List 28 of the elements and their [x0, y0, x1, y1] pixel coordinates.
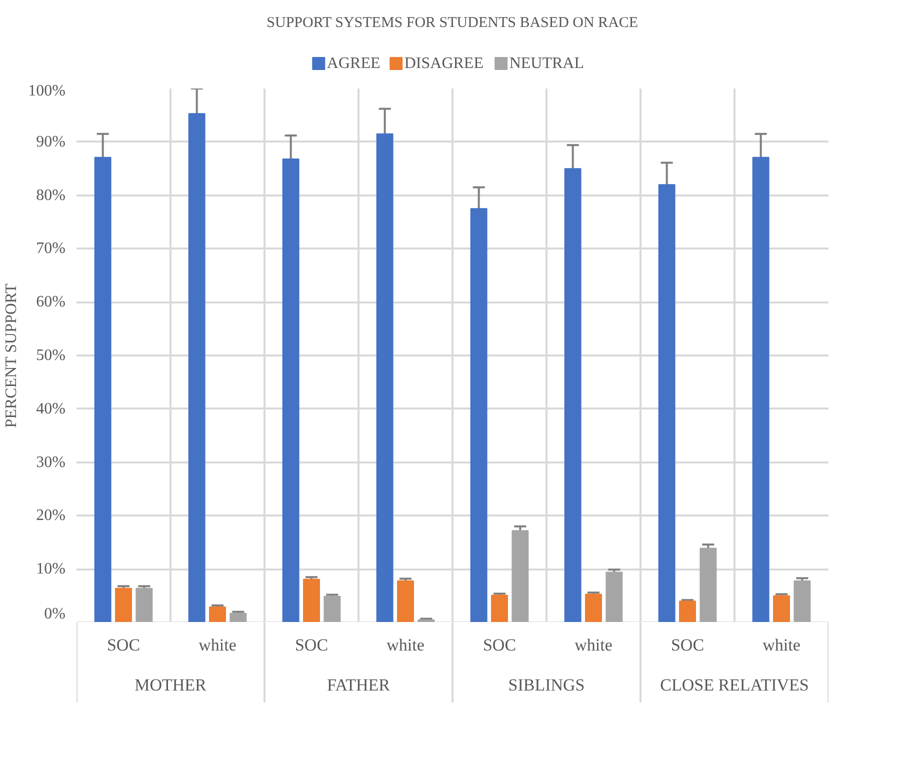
y-tick-label: 50%: [36, 347, 66, 364]
x-tick-label: SOC: [670, 635, 704, 654]
x-tick-label: white: [762, 635, 800, 654]
x-tick-label: white: [386, 635, 424, 654]
legend-label: NEUTRAL: [509, 55, 584, 72]
legend-label: AGREE: [326, 55, 380, 72]
y-tick-label: 100%: [28, 82, 66, 100]
x-tick-label: white: [198, 635, 236, 654]
y-axis-title: PERCENT SUPPORT: [3, 283, 20, 428]
x-tick-label: white: [574, 635, 612, 654]
y-tick-label: 20%: [36, 507, 66, 524]
x-tick-label: SOC: [482, 635, 516, 654]
legend-label: DISAGREE: [404, 55, 484, 72]
y-tick-label: 10%: [36, 560, 66, 578]
text: MOTHER: [134, 675, 208, 694]
y-tick-label: 90%: [36, 133, 66, 150]
y-tick-label: 80%: [36, 186, 66, 204]
x-tick-label: SOC: [106, 635, 140, 654]
y-tick-label: 30%: [36, 454, 66, 471]
y-tick-label: 60%: [36, 294, 66, 311]
y-tick-label: 40%: [36, 400, 66, 418]
x-tick-label: SOC: [294, 635, 328, 654]
chart-title: SUPPORT SYSTEMS FOR STUDENTS BASED ON RACE: [266, 15, 638, 32]
text: SIBLINGS: [508, 675, 585, 694]
y-tick-label: 0%: [44, 606, 66, 622]
text: CLOSE RELATIVES: [660, 675, 809, 694]
y-tick-label: 70%: [36, 240, 66, 258]
text: FATHER: [327, 675, 391, 694]
